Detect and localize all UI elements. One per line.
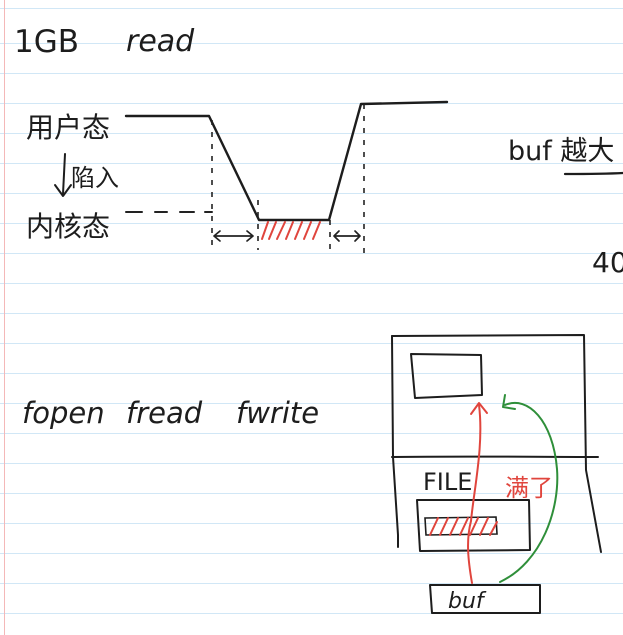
fopen-label: fopen [22, 396, 105, 430]
kernel-state-label: 内核态 [26, 210, 110, 243]
title-operation: read [126, 24, 195, 59]
title-size: 1GB [14, 24, 79, 60]
user-buffer-box [410, 353, 483, 399]
file-buffer-box [416, 499, 531, 552]
fread-label: fread [126, 396, 203, 430]
memory-box-left-edge [391, 335, 399, 548]
fwrite-label: fwrite [236, 396, 319, 430]
left-margin-line [4, 0, 5, 635]
left-duration-arrow-icon [213, 230, 254, 242]
full-label: 满了 [505, 474, 553, 502]
file-buffer-hatch [429, 517, 498, 536]
page-size-hint: 40 [592, 246, 623, 279]
red-arrow-head-icon [470, 402, 488, 415]
buf-box [429, 584, 541, 614]
right-duration-arrow-icon [333, 230, 361, 242]
green-transfer-arrow [499, 402, 559, 583]
trap-label: 陷入 [71, 164, 119, 192]
buf-size-note: buf 越大 [508, 136, 614, 167]
memory-box-right-edge [391, 334, 602, 553]
user-state-label: 用户态 [26, 111, 110, 144]
green-arrow-head-icon [502, 394, 516, 410]
buf-size-underline [563, 171, 623, 176]
kernel-copy-hatch [261, 221, 321, 240]
trap-arrow-head-icon [54, 184, 72, 197]
red-transfer-arrow [467, 404, 482, 584]
trap-arrow-shaft [62, 153, 66, 195]
mode-transition-curve [124, 100, 449, 222]
buf-label: buf [448, 589, 487, 614]
file-label: FILE [423, 468, 472, 496]
